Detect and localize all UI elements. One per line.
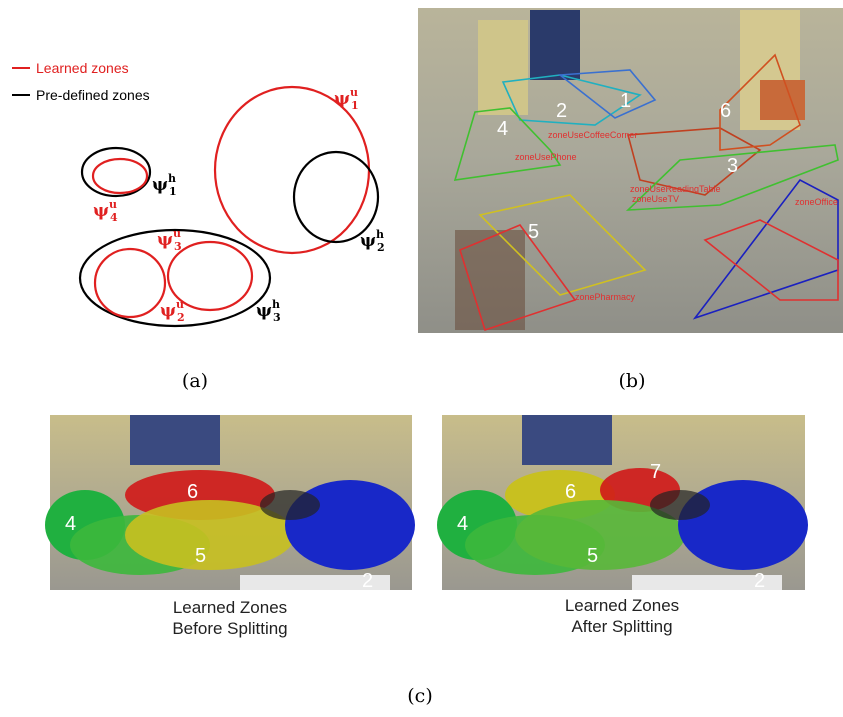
zone-number: 5 xyxy=(587,545,598,567)
zone-number: 2 xyxy=(362,570,373,592)
zone-name: zoneUseReadingTable xyxy=(630,184,721,194)
symbol: ψ xyxy=(157,230,173,250)
zone-name: zoneUsePhone xyxy=(515,152,577,162)
zone-label: ψh 1 xyxy=(152,172,177,198)
sub: 1 xyxy=(169,185,177,198)
legend-label: Learned zones xyxy=(36,60,129,76)
panel-label: (c) xyxy=(407,685,432,707)
learned-zone xyxy=(166,240,254,312)
zone-number: 4 xyxy=(497,118,508,140)
zone-outline xyxy=(459,224,577,332)
furniture xyxy=(760,80,805,120)
zone-outline xyxy=(453,107,562,181)
panel-label: (a) xyxy=(182,370,208,392)
symbol: ψ xyxy=(256,301,272,321)
predefined-zone xyxy=(78,228,272,328)
floor xyxy=(240,575,390,590)
zone-number: 1 xyxy=(620,90,631,112)
learned-zone xyxy=(91,157,149,195)
zone-number: 6 xyxy=(565,481,576,503)
zone-outline xyxy=(557,69,657,119)
zone-outline xyxy=(625,144,839,211)
zone-number: 5 xyxy=(195,545,206,567)
sub: 4 xyxy=(110,211,118,224)
sup: h xyxy=(376,228,384,241)
zone-label: ψu 1 xyxy=(334,86,359,112)
predefined-zone xyxy=(292,150,380,244)
zone-number: 2 xyxy=(556,100,567,122)
zone-name: zoneUseCoffeeCorner xyxy=(548,130,637,140)
symbol: ψ xyxy=(360,231,376,251)
zone-outline xyxy=(719,53,801,151)
poster xyxy=(522,415,612,465)
zone-label: ψu 3 xyxy=(157,227,182,253)
zone-number: 6 xyxy=(720,100,731,122)
zone-outline xyxy=(703,219,839,301)
zone-label: ψu 2 xyxy=(160,298,185,324)
sub: 2 xyxy=(177,311,185,324)
symbol: ψ xyxy=(152,175,168,195)
zone-number: 6 xyxy=(187,481,198,503)
cluster xyxy=(678,480,808,570)
cabinet xyxy=(455,230,525,330)
zone-outline xyxy=(626,127,762,196)
symbol: ψ xyxy=(160,301,176,321)
cluster xyxy=(515,500,685,570)
zone-name: zoneUseTV xyxy=(632,194,679,204)
learned-zone xyxy=(213,85,371,255)
sup: u xyxy=(176,298,184,311)
zone-number: 4 xyxy=(65,513,76,535)
room-photo: 1 2 3 4 5 6 zoneUseCoffeeCorner zoneUseP… xyxy=(418,8,843,333)
panel-label: (b) xyxy=(619,370,646,392)
cluster xyxy=(125,500,295,570)
scatter-photo-before: 4 6 5 2 xyxy=(45,415,415,592)
zone-name: zoneOffice xyxy=(795,197,838,207)
sub: 3 xyxy=(174,240,182,253)
caption: Learned Zones xyxy=(173,598,287,617)
scatter-photo-after: 4 6 7 5 2 xyxy=(437,415,808,592)
zone-outline xyxy=(692,178,839,320)
cluster xyxy=(260,490,320,520)
poster xyxy=(530,10,580,80)
cluster xyxy=(650,490,710,520)
symbol: ψ xyxy=(93,201,109,221)
zone-number: 5 xyxy=(528,221,539,243)
sup: u xyxy=(350,86,358,99)
zone-number: 3 xyxy=(727,155,738,177)
predefined-zone xyxy=(80,146,152,198)
zone-outline xyxy=(478,194,647,296)
caption: After Splitting xyxy=(571,617,672,636)
sub: 3 xyxy=(273,311,281,324)
symbol: ψ xyxy=(334,89,350,109)
legend-label: Pre-defined zones xyxy=(36,87,150,103)
zone-outline xyxy=(501,74,642,126)
zone-name: zonePharmacy xyxy=(575,292,636,302)
sup: h xyxy=(168,172,176,185)
sup: u xyxy=(109,198,117,211)
caption: Learned Zones xyxy=(565,596,679,615)
sub: 2 xyxy=(377,241,385,254)
poster xyxy=(130,415,220,465)
zone-number: 7 xyxy=(650,461,661,483)
zone-diagram xyxy=(78,85,380,328)
learned-zone xyxy=(93,247,167,319)
zone-label: ψu 4 xyxy=(93,198,118,224)
zone-number: 4 xyxy=(457,513,468,535)
zone-labels: ψu 1 ψh 1 ψu 4 ψh 2 ψu 3 ψu 2 ψh 3 xyxy=(93,86,385,324)
zone-label: ψh 3 xyxy=(256,298,281,324)
sub: 1 xyxy=(351,99,359,112)
door xyxy=(478,20,528,115)
sup: h xyxy=(272,298,280,311)
caption: Before Splitting xyxy=(172,619,287,638)
zone-label: ψh 2 xyxy=(360,228,385,254)
zone-number: 2 xyxy=(754,570,765,592)
floor xyxy=(632,575,782,590)
sup: u xyxy=(173,227,181,240)
